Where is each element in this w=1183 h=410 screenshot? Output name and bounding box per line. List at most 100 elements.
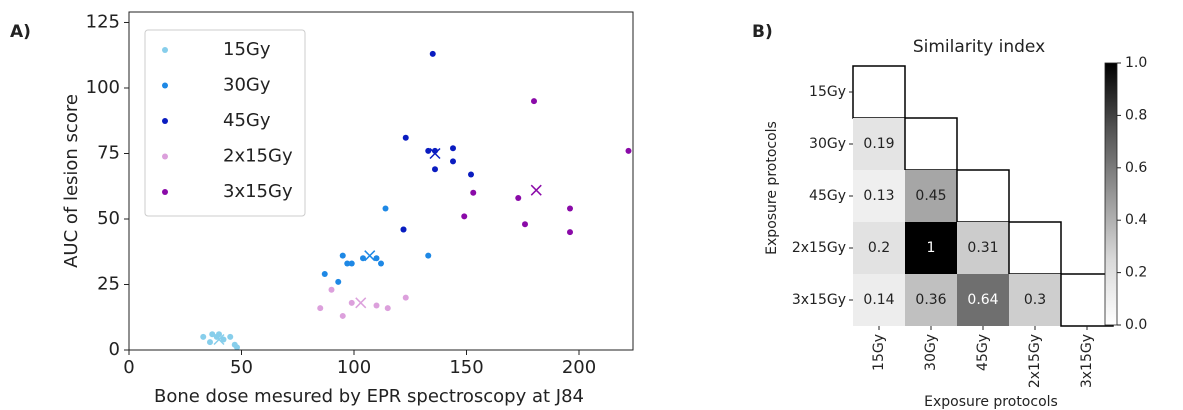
data-point [348, 299, 355, 306]
data-point [339, 312, 346, 319]
data-point [348, 260, 355, 267]
data-point [373, 255, 380, 262]
cell-label: 1 [927, 240, 936, 256]
data-point [220, 336, 227, 343]
data-point [425, 252, 432, 259]
panel-label: A) [10, 22, 31, 42]
cell-label: 0.13 [863, 188, 894, 204]
data-point [432, 166, 438, 173]
x-tick-label: 0 [123, 357, 134, 378]
legend-label: 45Gy [223, 110, 271, 131]
data-point [317, 305, 324, 312]
legend-label: 2x15Gy [223, 146, 293, 167]
legend-marker [162, 189, 168, 195]
legend-box [144, 29, 306, 217]
heatmap-cell [905, 222, 957, 274]
data-point [567, 205, 573, 212]
diagonal-cell [1008, 221, 1062, 275]
data-point [200, 333, 207, 340]
cell-label: 0.36 [915, 292, 946, 308]
y-tick-label: 125 [86, 11, 120, 32]
data-point [209, 331, 216, 338]
x-axis-label: Exposure protocols [924, 394, 1058, 410]
heatmap-cell [905, 170, 957, 222]
legend-marker [162, 118, 168, 124]
data-point [450, 145, 456, 152]
y-axis-label: AUC of lesion score [61, 94, 82, 268]
colorbar-tick-label: 0.4 [1125, 212, 1147, 228]
axes-frame [128, 11, 634, 351]
data-point [531, 98, 537, 105]
colorbar-tick-label: 0.2 [1125, 265, 1147, 281]
y-tick-label: 15Gy [809, 84, 846, 100]
mean-marker [355, 297, 367, 309]
colorbar-tick-label: 0.8 [1125, 107, 1147, 123]
y-tick-label: 100 [86, 77, 120, 98]
legend-label: 30Gy [223, 75, 271, 96]
cell-label: 0.3 [1024, 292, 1046, 308]
legend-label: 3x15Gy [223, 181, 293, 202]
heatmap-cell [957, 274, 1009, 326]
diagonal-cell [956, 169, 1010, 223]
cell-label: 0.64 [967, 292, 998, 308]
data-point [470, 189, 477, 196]
y-tick-label: 25 [97, 273, 120, 294]
data-point [373, 302, 380, 309]
diagonal-cell [904, 117, 958, 171]
x-tick-label: 15Gy [871, 334, 887, 371]
data-point [234, 344, 240, 351]
data-point [378, 260, 384, 267]
y-tick-label: 45Gy [809, 188, 846, 204]
data-point [522, 221, 528, 228]
data-point [402, 294, 409, 301]
x-tick-label: 50 [230, 357, 253, 378]
cell-label: 0.2 [868, 240, 890, 256]
cell-label: 0.45 [915, 188, 946, 204]
mean-marker [530, 184, 542, 196]
legend-marker [162, 153, 168, 160]
colorbar [1104, 62, 1118, 326]
x-tick-label: 45Gy [975, 334, 991, 371]
mean-marker [364, 250, 376, 262]
mean-marker [213, 333, 225, 346]
cell-label: 0.14 [863, 292, 894, 308]
data-point [382, 205, 389, 212]
mean-marker [429, 147, 441, 160]
data-point [461, 213, 468, 220]
data-point [321, 271, 328, 278]
data-point [344, 260, 351, 267]
data-point [207, 339, 213, 346]
x-tick-label: 100 [337, 357, 371, 378]
x-tick-label: 150 [449, 357, 483, 378]
data-point [429, 50, 436, 57]
heatmap-cell [1009, 274, 1061, 326]
data-point [450, 158, 456, 165]
colorbar-tick-label: 1.0 [1125, 55, 1147, 71]
data-point [425, 147, 432, 154]
y-tick-label: 2x15Gy [792, 240, 846, 256]
y-axis-label: Exposure protocols [764, 121, 780, 255]
panel-label: B) [752, 22, 773, 42]
data-point [335, 278, 342, 285]
data-point [625, 147, 632, 154]
data-point [216, 331, 222, 338]
data-point [400, 226, 407, 233]
data-point [360, 255, 366, 262]
data-point [567, 229, 573, 236]
heatmap-cell [853, 170, 905, 222]
y-tick-label: 30Gy [809, 136, 846, 152]
x-tick-label: 3x15Gy [1079, 334, 1095, 388]
cell-label: 0.19 [863, 136, 894, 152]
data-point [384, 305, 391, 312]
legend-label: 15Gy [223, 39, 271, 60]
chart-title: Similarity index [913, 37, 1045, 57]
x-tick-label: 2x15Gy [1027, 334, 1043, 388]
legend-marker [162, 82, 168, 89]
heatmap-cell [853, 274, 905, 326]
y-tick-label: 0 [109, 339, 120, 360]
data-point [515, 195, 522, 202]
heatmap-cell [853, 222, 905, 274]
y-tick-label: 50 [97, 208, 120, 229]
